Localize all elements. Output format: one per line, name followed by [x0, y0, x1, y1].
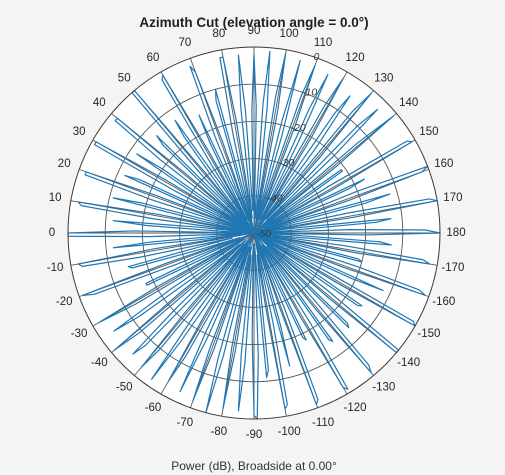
grid-spoke — [92, 232, 255, 327]
angle-tick-label: -30 — [71, 328, 88, 340]
angle-tick-label: 0 — [49, 227, 55, 239]
angle-tick-label: 110 — [314, 37, 332, 49]
angle-tick-label: -170 — [441, 262, 464, 274]
angle-tick-label: -60 — [145, 402, 162, 414]
angle-tick-label: -100 — [278, 426, 301, 438]
angle-tick-label: 90 — [248, 25, 261, 37]
chart-title: Azimuth Cut (elevation angle = 0.0°) — [139, 15, 368, 30]
angle-tick-label: 130 — [374, 72, 393, 84]
angle-tick-label: 70 — [179, 37, 192, 49]
angle-tick-label: -90 — [246, 429, 263, 441]
radial-tick-labels: 0 -10 -20 -30 -40 -50 — [256, 51, 320, 240]
grid-spoke — [221, 49, 255, 234]
angle-tick-label: 160 — [434, 158, 453, 170]
grid-spoke — [253, 71, 348, 234]
radial-tick-label: 0 — [314, 51, 320, 63]
x-axis-label: Power (dB), Broadside at 0.00° — [171, 459, 337, 473]
plot-border — [67, 46, 441, 420]
angle-tick-label: 20 — [58, 158, 71, 170]
angle-tick-label: 150 — [419, 126, 438, 138]
radial-tick-label: -50 — [256, 228, 271, 240]
grid-spoke — [253, 58, 319, 234]
radial-tick-label: -40 — [268, 193, 283, 205]
angle-tick-label: -150 — [417, 328, 440, 340]
radial-tick-label: -30 — [279, 157, 294, 169]
angle-tick-label: -120 — [343, 402, 366, 414]
angle-tick-label: -130 — [372, 382, 395, 394]
angle-tick-label: -140 — [397, 357, 420, 369]
angle-tick-label: -80 — [211, 426, 228, 438]
grid-spoke — [221, 232, 255, 417]
angle-tick-label: -70 — [177, 417, 194, 429]
angle-tick-label: 50 — [118, 72, 131, 84]
angle-tick-label: -110 — [312, 417, 334, 429]
angle-tick-label: 60 — [147, 52, 160, 64]
angle-tick-label: 40 — [93, 97, 106, 109]
angle-tick-label: 180 — [446, 227, 465, 239]
angle-tick-labels: 0 10 20 30 40 50 60 70 80 90 100 110 120 130 140 150 160… — [47, 25, 466, 441]
angle-tick-label: 120 — [345, 52, 364, 64]
angle-tick-label: 170 — [443, 192, 462, 204]
angle-tick-label: 140 — [399, 97, 418, 109]
angle-tick-label: -10 — [47, 262, 64, 274]
grid-spoke — [189, 232, 255, 408]
grid-spoke — [253, 49, 287, 234]
angle-tick-label: 30 — [73, 126, 86, 138]
angle-tick-label: -50 — [116, 382, 133, 394]
angle-tick-label: -20 — [56, 296, 73, 308]
radial-tick-label: -20 — [291, 122, 306, 134]
angle-tick-label: -160 — [432, 296, 455, 308]
angle-tick-label: 80 — [213, 28, 226, 40]
angle-tick-label: -40 — [91, 357, 108, 369]
plot-area: 0 10 20 30 40 50 60 70 80 90 100 110 120 130 140 150 160… — [47, 25, 466, 441]
angle-tick-label: 10 — [49, 192, 62, 204]
radial-tick-label: -10 — [302, 87, 317, 99]
angle-tick-label: 100 — [280, 28, 299, 40]
